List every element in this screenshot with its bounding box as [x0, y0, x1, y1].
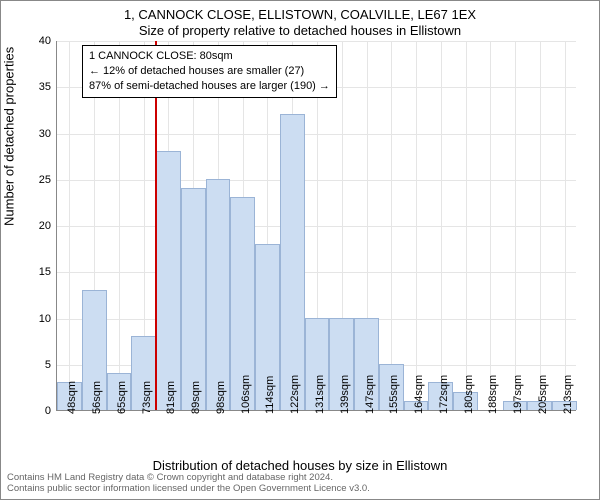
histogram-bar [181, 188, 206, 410]
gridline-v [391, 41, 392, 410]
x-tick-label: 155sqm [388, 375, 400, 414]
y-tick-label: 10 [39, 313, 57, 325]
footer-attribution: Contains HM Land Registry data © Crown c… [7, 473, 593, 495]
plot-area: 051015202530354048sqm56sqm65sqm73sqm81sq… [56, 41, 576, 411]
x-tick-label: 131sqm [314, 375, 326, 414]
x-tick-label: 48sqm [66, 381, 78, 414]
gridline-v [540, 41, 541, 410]
gridline-v [441, 41, 442, 410]
y-tick-label: 15 [39, 266, 57, 278]
annotation-line2: ← 12% of detached houses are smaller (27… [89, 64, 330, 79]
x-tick-label: 188sqm [487, 375, 499, 414]
gridline-v [466, 41, 467, 410]
x-tick-label: 213sqm [562, 375, 574, 414]
chart-title-line1: 1, CANNOCK CLOSE, ELLISTOWN, COALVILLE, … [1, 7, 599, 22]
annotation-line1: 1 CANNOCK CLOSE: 80sqm [89, 49, 330, 64]
y-tick-label: 0 [45, 405, 57, 417]
y-tick-label: 5 [45, 359, 57, 371]
x-tick-label: 197sqm [512, 375, 524, 414]
histogram-bar [280, 114, 305, 410]
histogram-bar [156, 151, 181, 410]
gridline-v [416, 41, 417, 410]
y-axis-label: Number of detached properties [2, 47, 17, 226]
chart-container: 1, CANNOCK CLOSE, ELLISTOWN, COALVILLE, … [0, 0, 600, 500]
gridline-v [515, 41, 516, 410]
x-tick-label: 73sqm [141, 381, 153, 414]
histogram-bar [206, 179, 231, 410]
annotation-box: 1 CANNOCK CLOSE: 80sqm ← 12% of detached… [82, 45, 337, 98]
x-tick-label: 147sqm [364, 375, 376, 414]
x-tick-label: 65sqm [116, 381, 128, 414]
y-tick-label: 35 [39, 81, 57, 93]
x-tick-label: 180sqm [463, 375, 475, 414]
x-tick-label: 172sqm [438, 375, 450, 414]
annotation-line3: 87% of semi-detached houses are larger (… [89, 79, 330, 94]
y-tick-label: 40 [39, 35, 57, 47]
y-tick-label: 30 [39, 128, 57, 140]
y-tick-label: 20 [39, 220, 57, 232]
x-tick-label: 114sqm [264, 376, 276, 414]
x-tick-label: 122sqm [289, 375, 301, 414]
x-tick-label: 205sqm [537, 375, 549, 414]
gridline-v [69, 41, 70, 410]
x-axis-label: Distribution of detached houses by size … [1, 458, 599, 473]
chart-title-line2: Size of property relative to detached ho… [1, 23, 599, 38]
x-tick-label: 164sqm [413, 375, 425, 414]
x-tick-label: 81sqm [165, 381, 177, 414]
gridline-v [565, 41, 566, 410]
x-tick-label: 56sqm [91, 381, 103, 414]
x-tick-label: 89sqm [190, 381, 202, 414]
footer-line2: Contains public sector information licen… [7, 484, 593, 495]
x-tick-label: 98sqm [215, 381, 227, 414]
x-tick-label: 106sqm [240, 375, 252, 414]
x-tick-label: 139sqm [339, 375, 351, 414]
gridline-v [490, 41, 491, 410]
y-tick-label: 25 [39, 174, 57, 186]
